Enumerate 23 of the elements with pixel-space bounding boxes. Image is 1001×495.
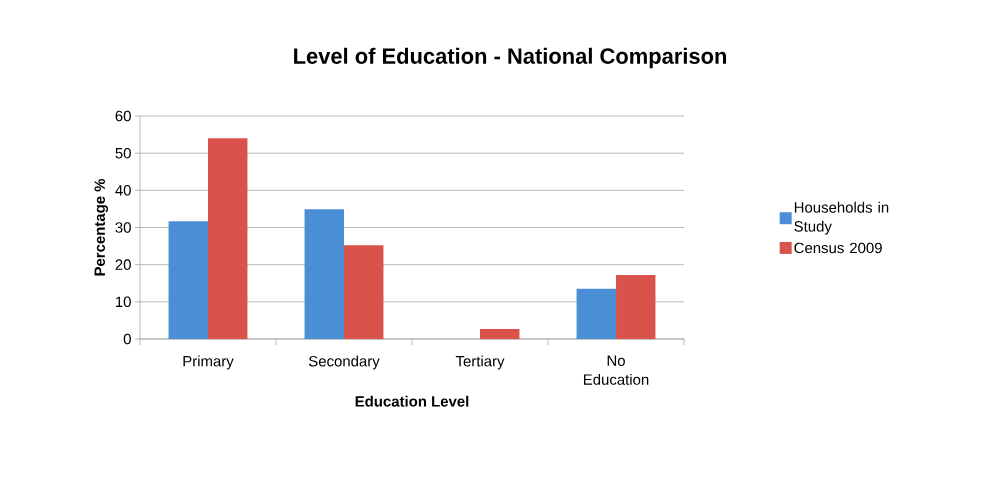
y-tick-label: 0 xyxy=(123,333,131,345)
x-tick-label: No Education xyxy=(583,355,649,385)
chart-title: Level of Education - National Comparison xyxy=(294,47,727,69)
bar xyxy=(616,275,656,339)
legend-label: Households in Study xyxy=(794,201,889,235)
y-tick-label: 40 xyxy=(115,185,131,196)
y-tick-label: 10 xyxy=(116,296,131,308)
bar xyxy=(168,221,208,339)
bar xyxy=(208,138,248,339)
bar xyxy=(576,288,617,339)
legend-label: Census 2009 xyxy=(794,242,882,254)
y-tick-label: 60 xyxy=(115,110,131,122)
y-axis-title: Percentage % xyxy=(94,178,109,276)
x-tick-label: Tertiary xyxy=(455,355,505,370)
x-tick-label: Primary xyxy=(183,355,234,370)
bar xyxy=(480,328,520,339)
y-tick-label: 50 xyxy=(115,147,131,159)
y-tick-label: 20 xyxy=(115,259,131,270)
x-axis-title: Education Level xyxy=(355,395,469,407)
x-tick-label: Secondary xyxy=(308,355,380,370)
bar xyxy=(344,245,384,339)
y-tick-label: 30 xyxy=(115,222,131,233)
bar xyxy=(304,209,344,339)
